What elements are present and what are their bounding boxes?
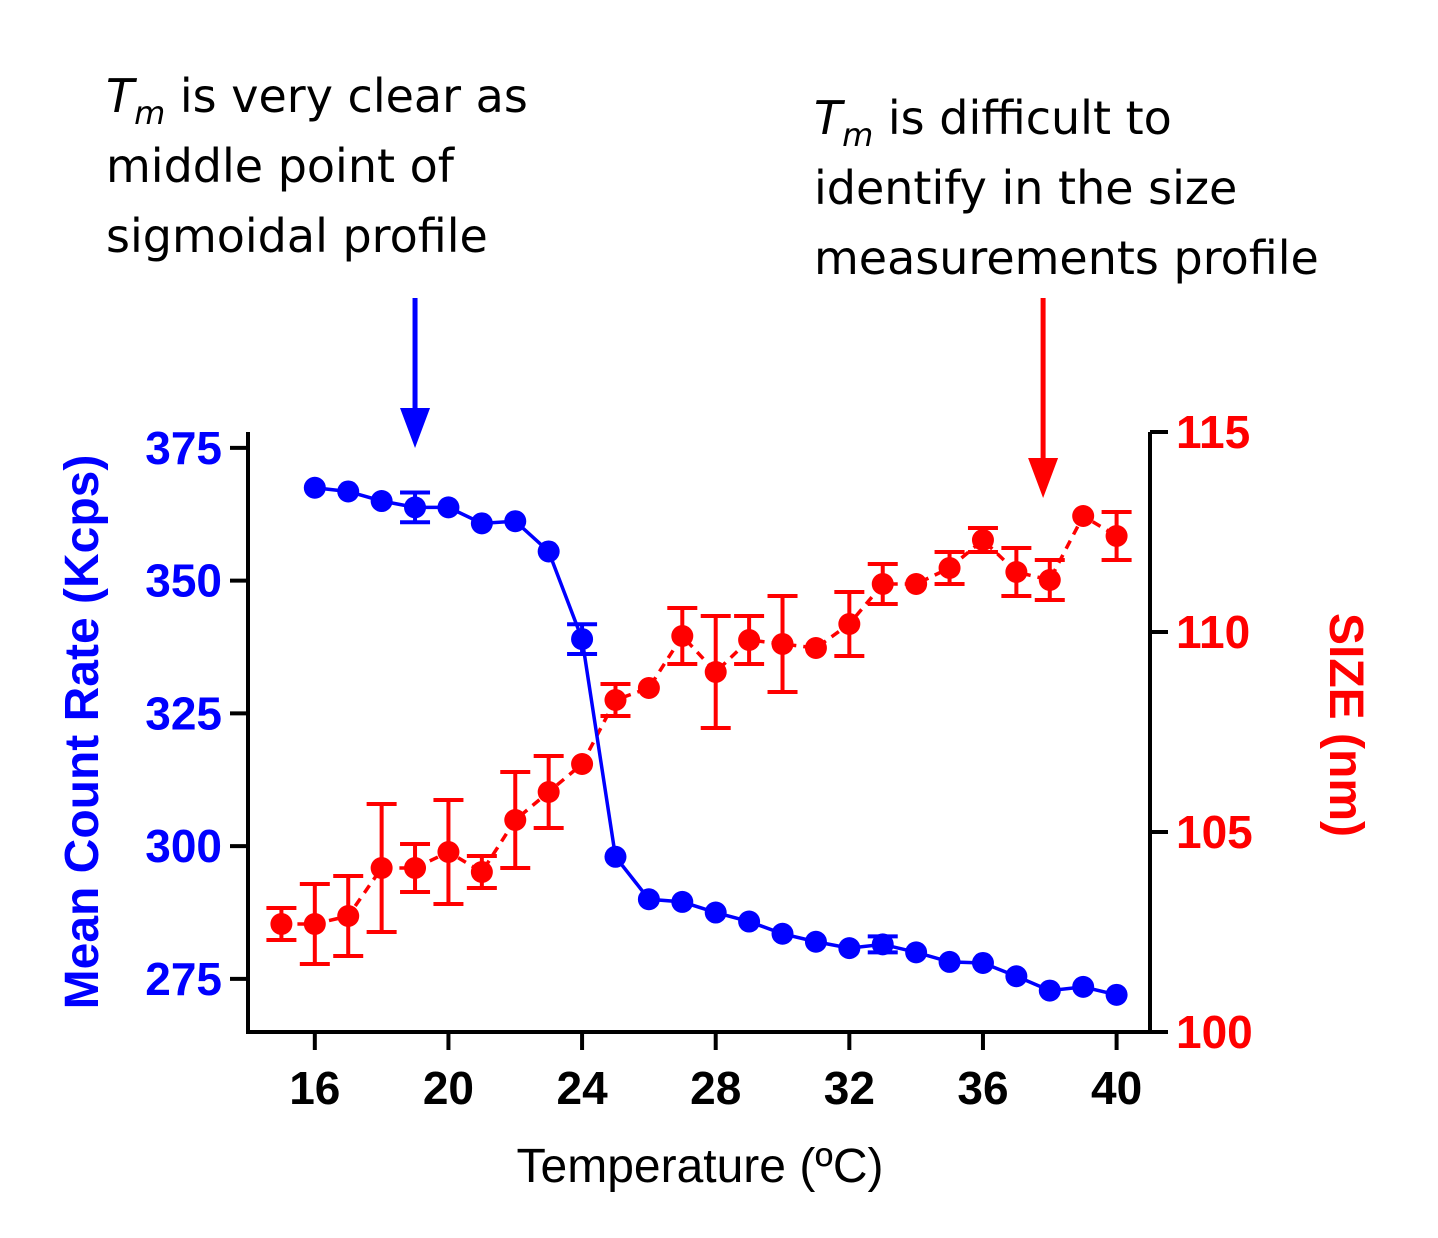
- data-point: [504, 510, 527, 533]
- annotation-left-line-2: middle point of: [106, 139, 456, 193]
- data-point: [637, 677, 660, 699]
- data-point: [738, 910, 761, 933]
- data-point: [971, 529, 994, 551]
- arrow-left: [400, 298, 431, 448]
- data-point: [370, 857, 393, 879]
- data-point: [1005, 561, 1028, 583]
- y-left-tick-label: 300: [145, 820, 222, 872]
- data-point: [337, 480, 360, 503]
- data-point: [804, 637, 827, 659]
- arrow-head: [1028, 458, 1059, 498]
- y-right-tick-label: 105: [1176, 806, 1253, 858]
- data-point: [738, 629, 761, 651]
- annotation-left-line-1: Tm is very clear as: [106, 69, 528, 132]
- annotation-left: Tm is very clear as middle point of sigm…: [106, 69, 528, 263]
- y-axis-right-title: SIZE (nm): [1319, 613, 1372, 837]
- y-axis-left-title: Mean Count Rate (Kcps): [56, 455, 109, 1010]
- arrow-head: [400, 408, 431, 448]
- data-point: [671, 890, 694, 913]
- annotation-right-line-1: Tm is difficult to: [814, 91, 1172, 154]
- data-point: [938, 950, 961, 973]
- data-point: [437, 496, 460, 519]
- y-right-tick-label: 100: [1176, 1006, 1253, 1058]
- y-left-tick-label: 350: [145, 555, 222, 607]
- data-point: [838, 937, 861, 960]
- data-point: [1005, 965, 1028, 988]
- annotation-right: Tm is difficult to identify in the size …: [814, 91, 1319, 285]
- x-tick-label: 16: [289, 1062, 340, 1114]
- x-tick-label: 20: [423, 1062, 474, 1114]
- arrow-right: [1028, 298, 1059, 498]
- data-point: [804, 930, 827, 953]
- data-point: [671, 625, 694, 647]
- data-point: [1038, 979, 1061, 1002]
- x-tick-label: 28: [690, 1062, 741, 1114]
- data-point: [404, 857, 427, 879]
- data-point: [537, 781, 560, 803]
- series-size: [266, 505, 1132, 966]
- y-left-tick-label: 325: [145, 687, 222, 739]
- data-point: [838, 613, 861, 635]
- annotation-right-line-2: identify in the size: [814, 161, 1237, 215]
- y-left-tick-label: 375: [145, 422, 222, 474]
- data-point: [303, 913, 326, 935]
- data-point: [1072, 975, 1095, 998]
- data-point: [704, 901, 727, 924]
- annotation-right-line-3: measurements profile: [814, 231, 1319, 285]
- data-point: [1072, 505, 1095, 527]
- data-point: [871, 933, 894, 956]
- data-point: [905, 941, 928, 964]
- series-mean-count-rate: [303, 476, 1128, 1006]
- data-point: [771, 633, 794, 655]
- data-point: [871, 573, 894, 595]
- data-point: [704, 661, 727, 683]
- axes: 16 20 24 28 32 36 40 275 300 325 350 375 100 105 110 11…: [145, 406, 1253, 1114]
- data-point: [470, 512, 493, 535]
- data-point: [938, 557, 961, 579]
- annotation-left-line-3: sigmoidal profile: [106, 209, 488, 263]
- data-point: [604, 689, 627, 711]
- y-left-tick-label: 275: [145, 953, 222, 1005]
- data-point: [905, 573, 928, 595]
- x-axis-title: Temperature (ºC): [517, 1140, 884, 1193]
- data-point: [303, 476, 326, 499]
- data-point: [971, 951, 994, 974]
- data-point: [1105, 525, 1128, 547]
- data-point: [537, 540, 560, 563]
- data-point: [404, 496, 427, 519]
- data-point: [571, 628, 594, 651]
- data-point: [771, 922, 794, 945]
- data-point: [270, 913, 293, 935]
- x-tick-label: 32: [824, 1062, 875, 1114]
- data-point: [1105, 983, 1128, 1006]
- data-point: [504, 809, 527, 831]
- data-point: [337, 905, 360, 927]
- y-right-tick-label: 115: [1176, 406, 1250, 458]
- data-point: [370, 490, 393, 513]
- data-point: [437, 841, 460, 863]
- data-point: [470, 861, 493, 883]
- data-point: [604, 845, 627, 868]
- x-tick-label: 40: [1091, 1062, 1142, 1114]
- data-point: [1038, 569, 1061, 591]
- x-tick-label: 36: [957, 1062, 1008, 1114]
- x-tick-label: 24: [556, 1062, 608, 1114]
- data-point: [571, 753, 594, 775]
- data-point: [637, 888, 660, 911]
- y-right-tick-label: 110: [1176, 606, 1250, 658]
